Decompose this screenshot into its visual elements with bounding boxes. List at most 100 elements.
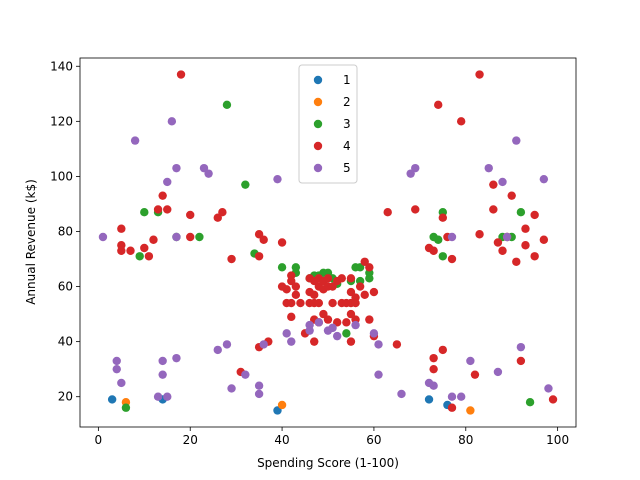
point-series-5-41 — [447, 232, 457, 242]
point-series-4-101 — [521, 241, 530, 250]
point-series-5-49 — [512, 136, 521, 145]
point-series-3-0 — [121, 403, 131, 412]
legend-marker-2 — [313, 97, 323, 107]
point-series-4-92 — [489, 180, 498, 189]
point-series-5-22 — [259, 340, 268, 349]
point-series-3-33 — [525, 398, 535, 407]
point-series-5-44 — [466, 356, 475, 366]
point-series-5-43 — [456, 392, 466, 401]
point-series-5-36 — [397, 389, 406, 399]
point-series-4-29 — [287, 312, 296, 322]
point-series-5-48 — [502, 232, 512, 242]
point-series-4-53 — [328, 298, 337, 308]
point-series-3-9 — [277, 263, 287, 272]
point-series-4-15 — [227, 254, 236, 264]
axes-frame — [79, 57, 577, 428]
point-series-3-29 — [438, 252, 448, 261]
point-series-4-44 — [314, 298, 324, 308]
point-series-4-4 — [140, 243, 149, 253]
legend-label-2: 2 — [343, 95, 351, 109]
point-series-4-64 — [346, 337, 356, 346]
point-series-5-23 — [273, 174, 282, 184]
point-series-5-35 — [374, 370, 383, 379]
point-series-4-88 — [456, 117, 466, 126]
point-series-4-30 — [291, 282, 301, 291]
point-series-3-5 — [195, 232, 204, 242]
legend-marker-3 — [313, 119, 323, 129]
point-series-3-11 — [291, 263, 301, 272]
point-series-5-11 — [172, 163, 181, 173]
point-series-5-34 — [374, 340, 383, 349]
point-series-4-66 — [351, 298, 360, 308]
legend-marker-4 — [313, 141, 323, 151]
point-series-4-3 — [126, 246, 135, 255]
plot-frame — [79, 57, 577, 428]
ticks-layer: 0 20 40 60 80 100 20 40 60 80 100 120 140 — [50, 59, 569, 447]
point-series-4-60 — [346, 274, 356, 283]
point-series-4-89 — [470, 370, 480, 379]
legend: 1 2 3 4 5 — [298, 64, 358, 184]
point-series-5-30 — [328, 323, 337, 333]
point-series-4-105 — [548, 395, 558, 404]
point-series-5-37 — [406, 169, 415, 178]
point-series-3-19 — [342, 329, 351, 338]
point-series-4-102 — [530, 210, 539, 220]
y-tick-label: 80 — [58, 224, 73, 238]
point-series-3-23 — [355, 263, 365, 272]
point-series-4-49 — [323, 274, 333, 283]
y-tick-label: 40 — [58, 335, 73, 349]
point-series-4-91 — [475, 230, 484, 239]
x-tick-label: 80 — [458, 433, 473, 447]
point-series-4-90 — [475, 70, 484, 79]
point-series-4-31 — [291, 290, 301, 300]
point-series-4-2 — [117, 246, 126, 255]
point-series-4-20 — [259, 235, 268, 244]
point-series-4-55 — [332, 318, 342, 327]
point-series-4-97 — [507, 191, 516, 200]
point-series-5-20 — [254, 381, 264, 390]
point-series-4-41 — [310, 337, 319, 346]
point-series-5-40 — [429, 381, 438, 390]
point-series-4-22 — [277, 238, 287, 247]
legend-label-1: 1 — [343, 73, 351, 87]
point-series-4-59 — [342, 318, 351, 327]
point-series-4-17 — [254, 230, 264, 239]
point-series-5-24 — [282, 329, 291, 338]
point-series-4-12 — [186, 232, 195, 242]
point-series-4-14 — [218, 208, 227, 217]
point-series-5-42 — [447, 392, 457, 401]
point-series-4-10 — [176, 70, 186, 79]
point-series-5-7 — [158, 370, 167, 379]
points-layer — [98, 70, 558, 415]
legend-box — [298, 64, 358, 184]
point-series-5-12 — [172, 232, 181, 242]
y-tick-label: 120 — [50, 114, 73, 128]
point-series-4-6 — [149, 235, 158, 244]
point-series-5-2 — [112, 364, 121, 374]
point-series-1-3 — [424, 395, 434, 404]
legend-marker-1 — [313, 75, 323, 85]
point-series-5-16 — [213, 345, 222, 355]
point-series-4-80 — [429, 353, 438, 363]
point-series-2-1 — [277, 400, 287, 410]
legend-marker-5 — [313, 163, 323, 173]
point-series-3-7 — [241, 180, 250, 189]
point-series-4-61 — [346, 287, 356, 297]
point-series-5-4 — [130, 136, 140, 145]
y-tick-label: 20 — [58, 390, 73, 404]
point-series-5-38 — [411, 163, 420, 173]
x-axis-label: Spending Score (1-100) — [257, 456, 399, 470]
point-series-4-57 — [337, 274, 346, 283]
point-series-5-21 — [254, 389, 264, 399]
point-series-5-47 — [498, 177, 507, 187]
point-series-5-45 — [484, 163, 493, 173]
x-tick-label: 100 — [546, 433, 569, 447]
point-series-4-98 — [512, 257, 521, 266]
point-series-4-87 — [447, 403, 457, 412]
point-series-4-11 — [186, 210, 195, 220]
point-series-5-17 — [222, 340, 232, 349]
point-series-1-0 — [107, 395, 117, 404]
point-series-4-79 — [429, 246, 438, 255]
point-series-5-14 — [199, 163, 209, 173]
